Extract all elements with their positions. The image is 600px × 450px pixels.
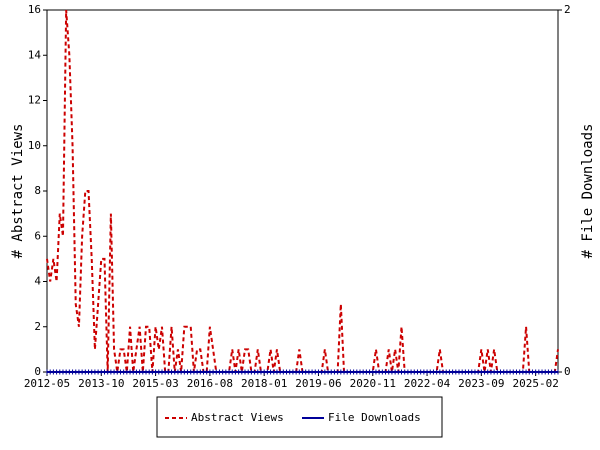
y-tick-label: 6 (34, 229, 41, 242)
y-tick-label: 4 (34, 275, 41, 288)
y-tick-label: 2 (34, 320, 41, 333)
y-tick-label: 12 (28, 94, 41, 107)
y-axis-label: # Abstract Views (10, 124, 26, 259)
y-tick-label: 8 (34, 184, 41, 197)
legend-label: Abstract Views (191, 411, 284, 424)
x-tick-label: 2012-05 (24, 377, 70, 390)
x-tick-label: 2016-08 (187, 377, 233, 390)
y2-axis-label: # File Downloads (580, 124, 596, 259)
legend-label: File Downloads (328, 411, 421, 424)
legend-box (156, 396, 443, 438)
y2-tick-label: 2 (564, 3, 571, 16)
x-tick-label: 2015-03 (132, 377, 178, 390)
y-tick-label: 14 (28, 48, 42, 61)
x-tick-label: 2025-02 (512, 377, 558, 390)
x-tick-label: 2020-11 (350, 377, 396, 390)
y-tick-label: 0 (34, 365, 41, 378)
x-tick-label: 2023-09 (458, 377, 504, 390)
y-tick-label: 16 (28, 3, 41, 16)
x-tick-label: 2013-10 (78, 377, 124, 390)
y2-tick-label: 0 (564, 365, 571, 378)
x-tick-label: 2019-06 (295, 377, 341, 390)
y-tick-label: 10 (28, 139, 41, 152)
x-tick-label: 2022-04 (404, 377, 451, 390)
x-tick-label: 2018-01 (241, 377, 287, 390)
plot-frame (46, 9, 559, 373)
data-line (46, 9, 559, 373)
